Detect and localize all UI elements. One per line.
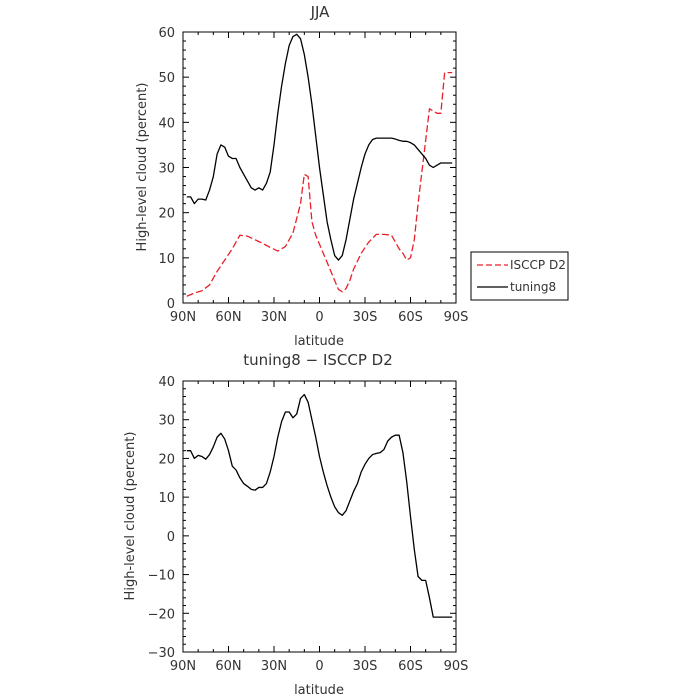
bottom-series-line-difference (186, 393, 453, 618)
bottom-y-tick-label: −20 (148, 607, 175, 622)
bottom-y-tick-label: 40 (158, 375, 175, 390)
top-y-axis-label: High-level cloud (percent) (135, 83, 150, 252)
top-chart-title: JJA (310, 3, 331, 21)
top-series-line-isccp-d2 (186, 72, 453, 297)
bottom-y-tick-label: −10 (148, 569, 175, 584)
top-y-tick-label: 40 (158, 116, 175, 131)
bottom-y-tick-label: 0 (167, 530, 175, 545)
bottom-series-group (186, 393, 453, 618)
top-chart: JJA 90N 60N 30N 0 30S 60S 90S 0 10 20 30 40 50 60 lat… (135, 3, 569, 349)
top-x-tick-label: 30S (353, 310, 378, 325)
top-y-tick-label: 0 (167, 297, 175, 312)
top-legend: ISCCP D2 tuning8 (470, 251, 569, 301)
bottom-x-tick-label: 30N (261, 659, 287, 674)
bottom-chart: tuning8 − ISCCP D2 90N 60N 30N 0 30S 60S 90S −3… (123, 351, 468, 698)
top-y-tick-label: 20 (158, 207, 175, 222)
top-x-tick-label: 0 (315, 310, 323, 325)
bottom-y-tick-label: 20 (158, 452, 175, 467)
bottom-x-tick-label: 60N (215, 659, 241, 674)
top-y-tick-label: 60 (158, 26, 175, 41)
bottom-y-tick-label: −30 (148, 646, 175, 661)
top-x-tick-label: 90N (170, 310, 196, 325)
top-series-line-tuning8 (186, 33, 453, 261)
bottom-y-tick-label: 10 (158, 491, 175, 506)
top-x-tick-label: 60S (398, 310, 423, 325)
bottom-x-tick-label: 0 (315, 659, 323, 674)
top-y-tick-label: 10 (158, 252, 175, 267)
bottom-x-tick-label: 30S (353, 659, 378, 674)
top-x-axis-label: latitude (294, 334, 344, 349)
bottom-plot-frame (182, 380, 457, 653)
top-y-tick-label: 30 (158, 162, 175, 177)
legend-label-isccp: ISCCP D2 (510, 258, 566, 272)
top-x-tick-label: 60N (215, 310, 241, 325)
bottom-grid-ticks: 90N 60N 30N 0 30S 60S 90S −30 −20 −10 0 10 20 30 40 (148, 375, 469, 674)
bottom-y-axis-label: High-level cloud (percent) (123, 432, 138, 601)
top-y-tick-label: 50 (158, 71, 175, 86)
bottom-chart-title: tuning8 − ISCCP D2 (243, 351, 393, 369)
top-x-tick-label: 90S (444, 310, 469, 325)
bottom-y-tick-label: 30 (158, 414, 175, 429)
bottom-x-tick-label: 60S (398, 659, 423, 674)
bottom-x-axis-label: latitude (294, 683, 344, 698)
top-grid-ticks: 90N 60N 30N 0 30S 60S 90S 0 10 20 30 40 50 60 (158, 26, 468, 325)
top-plot-area: 90N 60N 30N 0 30S 60S 90S 0 10 20 30 40 50 60 (158, 26, 468, 325)
top-x-tick-label: 30N (261, 310, 287, 325)
legend-box (470, 251, 569, 301)
bottom-plot-area: 90N 60N 30N 0 30S 60S 90S −30 −20 −10 0 10 20 30 40 (148, 375, 469, 674)
bottom-x-tick-label: 90N (170, 659, 196, 674)
legend-label-tuning8: tuning8 (510, 280, 556, 294)
top-series-group (186, 33, 453, 297)
bottom-x-tick-label: 90S (444, 659, 469, 674)
